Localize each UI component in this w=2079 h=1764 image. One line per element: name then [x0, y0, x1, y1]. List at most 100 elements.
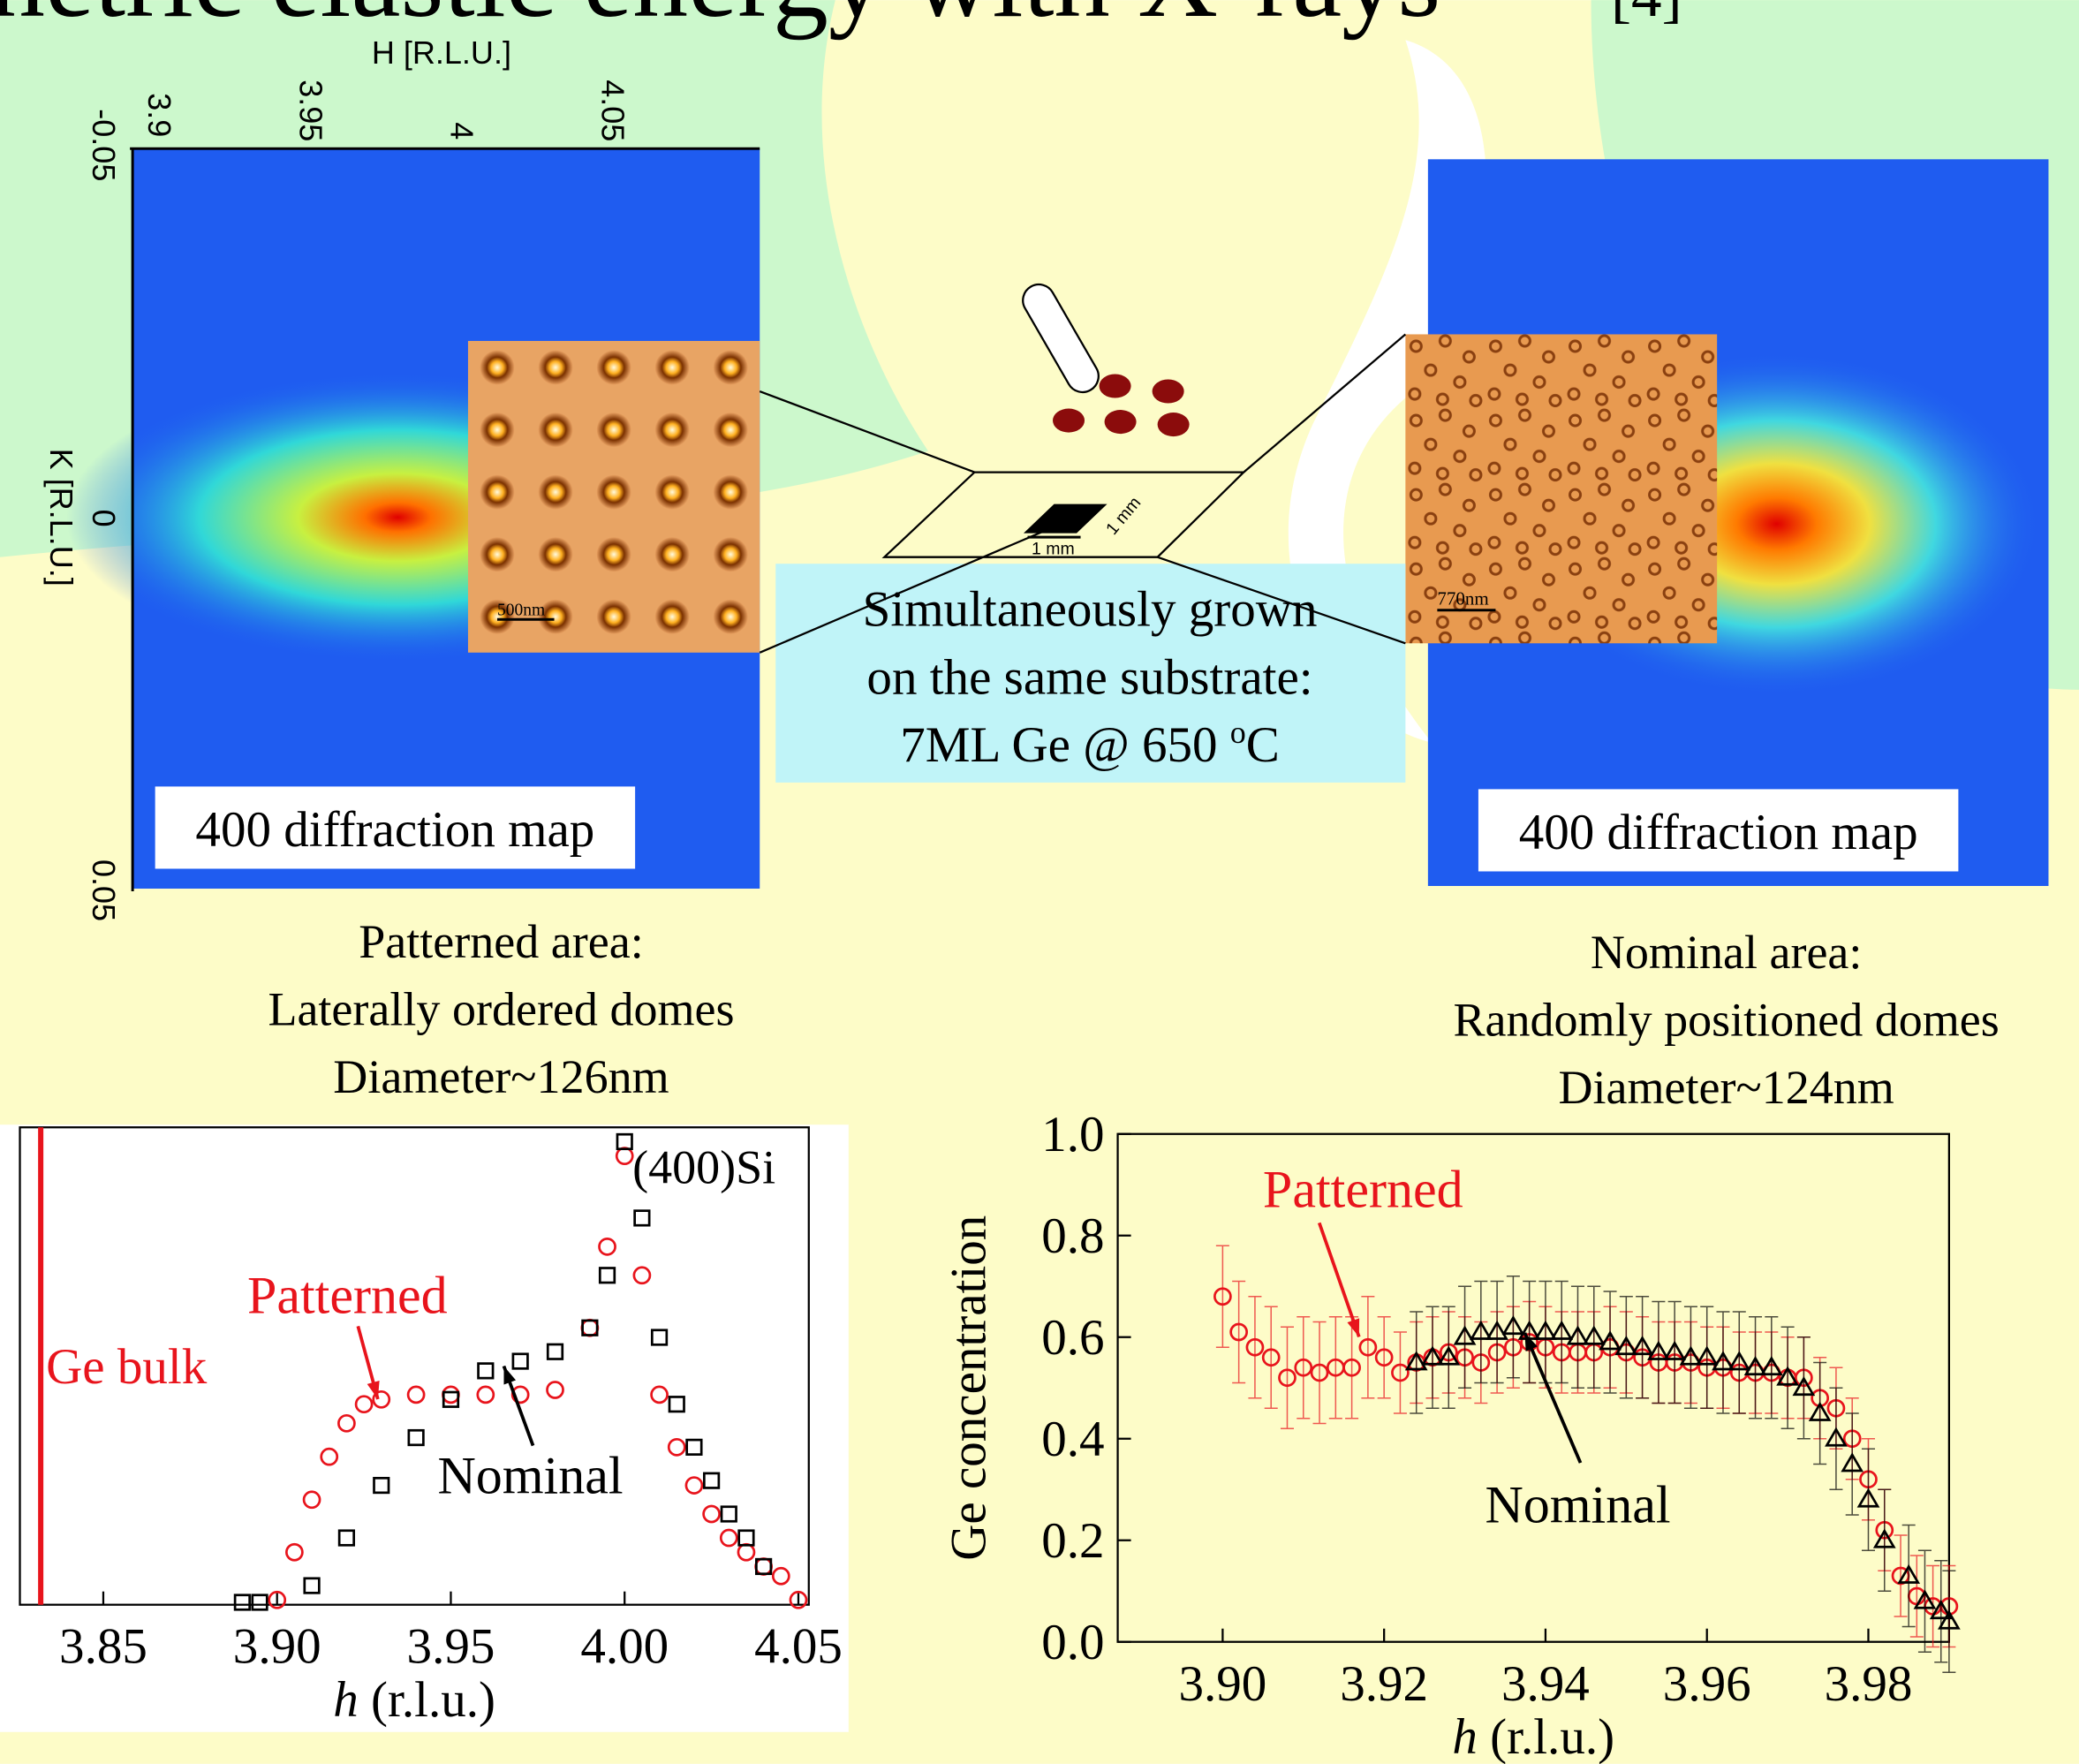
- series-label: Patterned: [247, 1265, 448, 1324]
- data-point: [1344, 1359, 1360, 1375]
- x-tick-label: 3.98: [1825, 1656, 1913, 1712]
- map-k-tick: 0: [86, 510, 122, 527]
- data-point: [304, 1492, 320, 1508]
- data-point: [669, 1439, 684, 1455]
- y-axis-label: Ge concentration: [941, 1215, 996, 1561]
- data-point: [286, 1544, 302, 1560]
- map-h-tick: 4: [443, 122, 480, 140]
- y-tick-label: 0.6: [1041, 1310, 1104, 1366]
- y-tick-label: 0.2: [1041, 1513, 1104, 1569]
- note-part: C: [1246, 717, 1280, 773]
- data-point: [356, 1397, 372, 1412]
- data-point: [513, 1354, 528, 1369]
- data-point: [704, 1473, 719, 1488]
- data-point: [478, 1387, 494, 1403]
- data-point: [652, 1387, 668, 1403]
- title-ref: [4]: [1611, 0, 1682, 29]
- map-label: 400 diffraction map: [195, 802, 594, 858]
- data-point: [1263, 1350, 1279, 1366]
- data-point: [635, 1211, 650, 1226]
- x-tick-label: 4.05: [754, 1619, 843, 1675]
- x-tick-label: 4.00: [580, 1619, 669, 1675]
- data-point: [669, 1397, 684, 1412]
- data-point: [1312, 1365, 1327, 1381]
- x-axis-label: h (r.l.u.): [1452, 1709, 1614, 1764]
- map-h-axis: H [R.L.U.]: [372, 34, 511, 71]
- map-k-tick: -0.05: [86, 109, 122, 181]
- data-point: [1247, 1339, 1263, 1355]
- x-tick-label: 3.90: [233, 1619, 321, 1675]
- map-h-tick: 3.95: [292, 79, 329, 141]
- data-point: [305, 1579, 320, 1594]
- data-point: [548, 1344, 563, 1359]
- x-tick-label: 3.90: [1178, 1656, 1266, 1712]
- data-point: [686, 1478, 702, 1494]
- data-point: [756, 1559, 771, 1574]
- reference-label: Ge bulk: [46, 1339, 208, 1395]
- peak-label: (400)Si: [632, 1140, 775, 1193]
- data-point: [338, 1415, 354, 1431]
- data-point: [479, 1364, 494, 1379]
- data-point: [339, 1531, 354, 1546]
- data-point: [583, 1321, 598, 1336]
- x-axis-unit: (r.l.u.): [359, 1672, 495, 1728]
- data-point: [652, 1330, 667, 1345]
- caption: Nominal area:: [1591, 926, 1863, 979]
- x-tick-label: 3.95: [407, 1619, 495, 1675]
- map-k-axis: K [R.L.U.]: [43, 449, 79, 587]
- map-k-tick: 0.05: [86, 859, 122, 921]
- y-tick-label: 0.0: [1041, 1615, 1104, 1670]
- data-point: [1296, 1359, 1312, 1375]
- y-tick-label: 0.8: [1041, 1208, 1104, 1264]
- map-label: 400 diffraction map: [1519, 805, 1918, 860]
- data-point: [704, 1506, 720, 1522]
- note-part: o: [1230, 715, 1246, 750]
- data-point: [548, 1382, 563, 1397]
- y-tick-label: 0.4: [1041, 1412, 1104, 1467]
- data-point: [235, 1595, 250, 1610]
- data-point: [409, 1430, 424, 1445]
- data-point: [616, 1148, 632, 1164]
- x-tick-label: 3.96: [1663, 1656, 1751, 1712]
- caption: Diameter~126nm: [333, 1050, 669, 1103]
- dim-label: 1 mm: [1032, 540, 1075, 559]
- data-point: [374, 1478, 389, 1493]
- data-point: [1214, 1289, 1230, 1305]
- scale-bar-label: 500nm: [497, 602, 545, 620]
- data-point: [1392, 1365, 1408, 1381]
- x-tick-label: 3.85: [59, 1619, 147, 1675]
- series-label: Nominal: [437, 1446, 623, 1505]
- data-point: [721, 1530, 737, 1546]
- data-point: [408, 1387, 424, 1403]
- data-point: [687, 1440, 702, 1455]
- data-point: [269, 1592, 285, 1608]
- x-tick-label: 3.94: [1501, 1656, 1590, 1712]
- slide-title: netric elastic energy with X-rays: [0, 0, 1440, 41]
- data-point: [443, 1392, 458, 1407]
- x-tick-label: 3.92: [1340, 1656, 1428, 1712]
- data-point: [1279, 1370, 1295, 1386]
- x-axis-label: h (r.l.u.): [333, 1672, 495, 1728]
- scale-bar-label: 770nm: [1437, 588, 1488, 609]
- data-point: [790, 1592, 806, 1608]
- note-line: Simultaneously grown: [863, 582, 1318, 638]
- series-label: Patterned: [1263, 1159, 1463, 1218]
- caption: Laterally ordered domes: [268, 983, 734, 1036]
- data-point: [253, 1595, 268, 1610]
- x-axis-var: h: [333, 1672, 359, 1728]
- data-point: [321, 1449, 337, 1465]
- data-point: [634, 1268, 650, 1283]
- data-point: [600, 1268, 615, 1283]
- data-point: [1376, 1350, 1392, 1366]
- x-axis-unit: (r.l.u.): [1478, 1709, 1614, 1764]
- caption: Diameter~124nm: [1558, 1061, 1894, 1114]
- slide: netric elastic energy with X-rays [4] H …: [0, 0, 2079, 1764]
- data-point: [739, 1531, 754, 1546]
- note-line: 7ML Ge @ 650 oC: [900, 715, 1280, 773]
- note-part: 7ML Ge @ 650: [900, 717, 1230, 773]
- data-point: [600, 1238, 616, 1254]
- map-h-tick: 3.9: [141, 93, 178, 137]
- data-point: [722, 1507, 737, 1522]
- data-point: [738, 1544, 754, 1560]
- note-line: on the same substrate:: [866, 649, 1312, 705]
